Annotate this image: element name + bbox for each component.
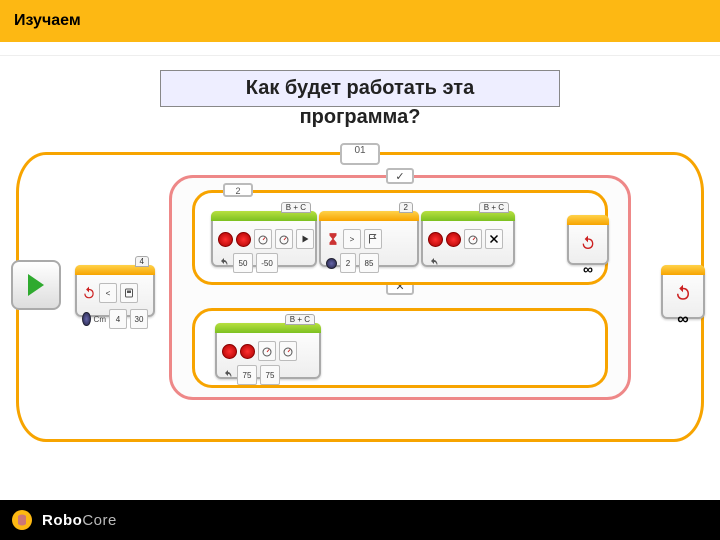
loop-mode[interactable]: ∞ bbox=[663, 311, 703, 329]
motor-knob-icon bbox=[446, 232, 461, 247]
motor-knob-icon bbox=[240, 344, 255, 359]
play-icon bbox=[296, 229, 314, 249]
port-tab[interactable]: B + C bbox=[281, 202, 311, 213]
brand-main: Robo bbox=[42, 512, 82, 529]
threshold-b[interactable]: 30 bbox=[130, 309, 148, 329]
move-stop-block[interactable]: B + C bbox=[421, 211, 515, 267]
switch-sensor-block[interactable]: 4 < Cm 4 30 bbox=[75, 265, 155, 317]
threshold-a[interactable]: 4 bbox=[109, 309, 127, 329]
wait-block[interactable]: 2 > 2 85 bbox=[319, 211, 419, 267]
question-box: Как будет работать эта bbox=[160, 70, 560, 107]
move-steering-block[interactable]: B + C 50 -50 bbox=[211, 211, 317, 267]
true-branch-loop[interactable]: 2 B + C bbox=[192, 190, 608, 285]
stop-icon bbox=[485, 229, 503, 249]
true-branch-row: B + C 50 -50 bbox=[211, 211, 515, 267]
outer-loop[interactable]: 01 4 < Cm 4 30 ✓ ✕ bbox=[16, 152, 704, 442]
ultrasonic-icon bbox=[82, 312, 91, 326]
question-line2: программа? bbox=[160, 106, 560, 129]
outer-loop-end[interactable]: ∞ bbox=[661, 265, 705, 319]
wait-p1[interactable]: 2 bbox=[340, 253, 356, 273]
brand-text: RoboCore bbox=[42, 512, 117, 529]
wait-p2[interactable]: 85 bbox=[359, 253, 379, 273]
loop-arrow-icon bbox=[82, 286, 96, 300]
compare-op[interactable]: < bbox=[99, 283, 117, 303]
false-branch[interactable]: B + C 75 75 bbox=[192, 308, 608, 388]
inner-loop-label: 2 bbox=[223, 183, 253, 197]
rotate-icon bbox=[428, 257, 440, 269]
param-left[interactable]: 75 bbox=[237, 365, 257, 385]
loop-mode[interactable]: ∞ bbox=[569, 261, 607, 277]
switch-true-tab[interactable]: ✓ bbox=[386, 168, 414, 184]
inner-loop-end[interactable]: ∞ bbox=[567, 215, 609, 265]
rotate-icon bbox=[222, 369, 234, 381]
page-title: Изучаем bbox=[14, 12, 81, 30]
sensor-unit: Cm bbox=[94, 315, 106, 324]
sub-band bbox=[0, 42, 720, 56]
move-tank-block[interactable]: B + C 75 75 bbox=[215, 323, 321, 379]
port-tab[interactable]: 2 bbox=[399, 202, 413, 213]
param-power-left[interactable]: 50 bbox=[233, 253, 253, 273]
param-power-right[interactable]: -50 bbox=[256, 253, 278, 273]
loop-arrow-icon bbox=[580, 235, 596, 251]
block-cap bbox=[567, 215, 609, 225]
sensor-icon bbox=[326, 258, 337, 269]
program-canvas[interactable]: 01 4 < Cm 4 30 ✓ ✕ bbox=[10, 150, 710, 450]
gauge-icon bbox=[275, 229, 293, 249]
motor-knob-icon bbox=[236, 232, 251, 247]
gauge-icon bbox=[254, 229, 272, 249]
false-branch-row: B + C 75 75 bbox=[215, 323, 321, 379]
port-tab[interactable]: B + C bbox=[479, 202, 509, 213]
gauge-icon bbox=[258, 341, 276, 361]
compare-gt[interactable]: > bbox=[343, 229, 361, 249]
port-tab[interactable]: 4 bbox=[135, 256, 149, 267]
gauge-icon bbox=[464, 229, 482, 249]
brand-sub: Core bbox=[82, 512, 117, 529]
block-cap bbox=[661, 265, 705, 275]
outer-loop-label: 01 bbox=[354, 145, 365, 156]
gauge-icon bbox=[279, 341, 297, 361]
logo-icon bbox=[10, 508, 34, 532]
motor-knob-icon bbox=[218, 232, 233, 247]
header-band: Изучаем bbox=[0, 0, 720, 42]
port-tab[interactable]: B + C bbox=[285, 314, 315, 325]
switch-container[interactable]: ✓ ✕ 2 B + C bbox=[169, 175, 631, 400]
play-icon bbox=[28, 274, 44, 296]
brick-icon bbox=[120, 283, 138, 303]
loop-arrow-icon bbox=[674, 284, 692, 302]
hourglass-icon bbox=[326, 232, 340, 246]
rotate-icon bbox=[218, 257, 230, 269]
start-block[interactable] bbox=[11, 260, 61, 310]
motor-knob-icon bbox=[222, 344, 237, 359]
param-right[interactable]: 75 bbox=[260, 365, 280, 385]
motor-knob-icon bbox=[428, 232, 443, 247]
flag-icon bbox=[364, 229, 382, 249]
footer: RoboCore bbox=[0, 500, 720, 540]
